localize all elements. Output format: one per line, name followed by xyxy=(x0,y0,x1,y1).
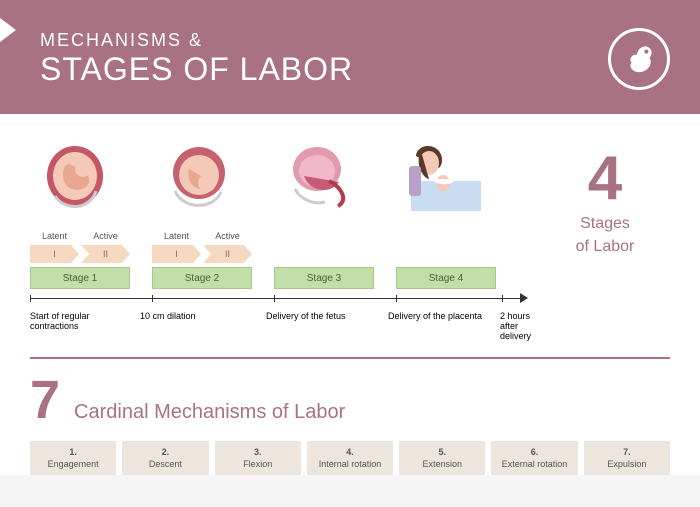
cardinal-item-label: Internal rotation xyxy=(319,459,382,469)
cardinal-box: 7. Expulsion xyxy=(584,441,670,475)
stage2-illustration xyxy=(152,138,252,223)
timeline-labels: Start of regular contractions 10 cm dilat… xyxy=(30,311,528,339)
header-title: STAGES OF LABOR xyxy=(40,51,353,88)
cardinal-item-num: 5. xyxy=(401,447,483,457)
cardinal-box: 6. External rotation xyxy=(491,441,577,475)
stage1-illustration xyxy=(30,138,130,223)
chevron-group-2: I II xyxy=(152,245,252,263)
stage4-illustration xyxy=(396,138,496,223)
chevron-row: I II I II xyxy=(30,245,528,263)
axis-tick xyxy=(274,295,275,302)
stages-stat: 4 Stages of Labor xyxy=(540,138,670,256)
cardinal-number: 7 xyxy=(30,373,60,427)
chevron-ii: II xyxy=(203,245,252,263)
timeline-label: Delivery of the placenta xyxy=(388,311,482,321)
cardinal-item-num: 2. xyxy=(124,447,206,457)
cardinal-item-label: Flexion xyxy=(243,459,272,469)
cardinal-section: 7 Cardinal Mechanisms of Labor 1. Engagem… xyxy=(0,359,700,475)
phase-group-2: Latent Active xyxy=(152,231,252,241)
cardinal-box: 3. Flexion xyxy=(215,441,301,475)
stages-label-1: Stages xyxy=(540,214,670,233)
cardinal-title: 7 Cardinal Mechanisms of Labor xyxy=(30,373,670,427)
stages-label-2: of Labor xyxy=(540,237,670,256)
stage-box-4: Stage 4 xyxy=(396,267,496,289)
axis-tick xyxy=(30,295,31,302)
chevron-i: I xyxy=(152,245,201,263)
stage3-illustration xyxy=(274,138,374,223)
timeline-label: Start of regular contractions xyxy=(30,311,125,331)
cardinal-row: 1. Engagement 2. Descent 3. Flexion 4. Internal… xyxy=(30,441,670,475)
timeline-axis xyxy=(30,293,528,305)
timeline-area: Latent Active Latent Active I II I xyxy=(30,138,528,339)
cardinal-item-num: 6. xyxy=(493,447,575,457)
chevron-i: I xyxy=(30,245,79,263)
timeline-label: Delivery of the fetus xyxy=(266,311,346,321)
header-banner: MECHANISMS & STAGES OF LABOR xyxy=(0,0,700,114)
axis-tick xyxy=(396,295,397,302)
cardinal-item-label: External rotation xyxy=(502,459,568,469)
chevron-group-1: I II xyxy=(30,245,130,263)
timeline-label: 10 cm dilation xyxy=(140,311,196,321)
cardinal-box: 5. Extension xyxy=(399,441,485,475)
cardinal-item-num: 3. xyxy=(217,447,299,457)
cardinal-item-num: 7. xyxy=(586,447,668,457)
stage-boxes-row: Stage 1 Stage 2 Stage 3 Stage 4 xyxy=(30,267,528,289)
stages-number: 4 xyxy=(540,148,670,210)
timeline-label: 2 hours after delivery xyxy=(500,311,531,341)
cardinal-box: 2. Descent xyxy=(122,441,208,475)
cardinal-item-num: 1. xyxy=(32,447,114,457)
infographic-container: MECHANISMS & STAGES OF LABOR xyxy=(0,0,700,475)
cardinal-text: Cardinal Mechanisms of Labor xyxy=(74,401,345,424)
chevron-ii: II xyxy=(81,245,130,263)
axis-line xyxy=(30,298,520,299)
header-arrow-decor xyxy=(0,18,16,42)
header-text: MECHANISMS & STAGES OF LABOR xyxy=(40,30,353,88)
cardinal-item-label: Extension xyxy=(423,459,463,469)
cardinal-item-label: Descent xyxy=(149,459,182,469)
phase-labels-row: Latent Active Latent Active xyxy=(30,231,528,241)
cardinal-item-label: Engagement xyxy=(48,459,99,469)
phase-active-label: Active xyxy=(203,231,252,241)
axis-arrow-icon xyxy=(520,293,528,303)
phase-active-label: Active xyxy=(81,231,130,241)
stage-box-2: Stage 2 xyxy=(152,267,252,289)
header-subtitle: MECHANISMS & xyxy=(40,30,353,51)
phase-group-1: Latent Active xyxy=(30,231,130,241)
phase-latent-label: Latent xyxy=(30,231,79,241)
illustration-row xyxy=(30,138,528,223)
cardinal-item-label: Expulsion xyxy=(607,459,646,469)
cardinal-box: 4. Internal rotation xyxy=(307,441,393,475)
cardinal-box: 1. Engagement xyxy=(30,441,116,475)
axis-tick xyxy=(502,295,503,302)
cardinal-item-num: 4. xyxy=(309,447,391,457)
stages-section: Latent Active Latent Active I II I xyxy=(0,114,700,357)
axis-tick xyxy=(152,295,153,302)
phase-latent-label: Latent xyxy=(152,231,201,241)
stage-box-3: Stage 3 xyxy=(274,267,374,289)
stage-box-1: Stage 1 xyxy=(30,267,130,289)
fetus-icon xyxy=(608,28,670,90)
